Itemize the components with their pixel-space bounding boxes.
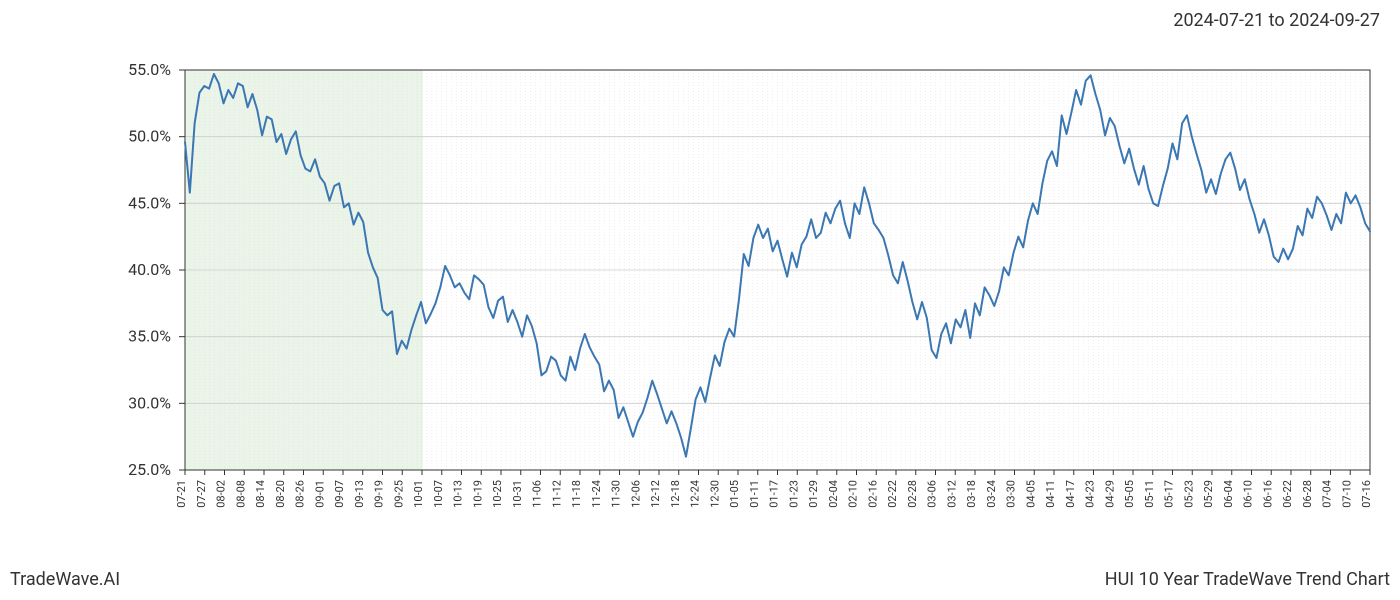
- x-tick-label: 03-30: [1005, 480, 1018, 508]
- x-tick-label: 03-12: [945, 480, 958, 508]
- x-tick-label: 06-04: [1222, 480, 1235, 508]
- brand-label: TradeWave.AI: [10, 569, 120, 590]
- y-tick-label: 25.0%: [128, 460, 171, 479]
- x-tick-label: 02-16: [866, 480, 879, 508]
- x-tick-label: 02-22: [886, 480, 899, 508]
- x-tick-label: 01-23: [787, 480, 800, 508]
- x-tick-label: 08-02: [215, 480, 228, 508]
- x-tick-label: 09-07: [333, 480, 346, 508]
- x-tick-label: 10-25: [491, 480, 504, 508]
- x-tick-label: 08-08: [234, 480, 247, 508]
- x-tick-label: 07-10: [1340, 480, 1353, 508]
- x-tick-label: 04-05: [1024, 480, 1037, 508]
- x-tick-label: 04-11: [1044, 480, 1057, 508]
- x-tick-label: 11-18: [570, 480, 583, 508]
- x-tick-label: 06-28: [1301, 480, 1314, 508]
- x-tick-label: 08-20: [274, 480, 287, 508]
- x-tick-label: 01-05: [728, 480, 741, 508]
- x-tick-label: 08-26: [294, 480, 307, 508]
- x-tick-label: 04-17: [1064, 480, 1077, 508]
- x-tick-label: 11-06: [531, 480, 544, 508]
- x-tick-label: 01-17: [768, 480, 781, 508]
- y-tick-label: 40.0%: [128, 260, 171, 279]
- x-tick-label: 10-31: [511, 480, 524, 508]
- x-tick-label: 09-25: [392, 480, 405, 508]
- x-tick-label: 06-16: [1261, 480, 1274, 508]
- x-tick-label: 10-01: [412, 480, 425, 508]
- x-tick-label: 07-16: [1360, 480, 1373, 508]
- x-tick-label: 01-11: [748, 480, 761, 508]
- x-tick-label: 09-13: [353, 480, 366, 508]
- x-tick-label: 03-24: [985, 480, 998, 508]
- trend-chart: 25.0% 30.0% 35.0% 40.0% 45.0% 50.0% 55.0% 07-21…: [0, 45, 1400, 555]
- x-tick-label: 11-24: [590, 480, 603, 508]
- y-tick-label: 35.0%: [128, 327, 171, 346]
- x-tick-label: 02-28: [906, 480, 919, 508]
- x-tick-label: 05-29: [1202, 480, 1215, 508]
- x-tick-label: 10-13: [452, 480, 465, 508]
- x-tick-label: 05-11: [1143, 480, 1156, 508]
- y-tick-label: 55.0%: [128, 60, 171, 79]
- x-tick-label: 07-04: [1321, 480, 1334, 508]
- x-tick-label: 02-04: [827, 480, 840, 508]
- x-tick-label: 07-27: [195, 480, 208, 508]
- x-tick-label: 08-14: [254, 480, 267, 508]
- date-range-label: 2024-07-21 to 2024-09-27: [1173, 10, 1380, 31]
- x-tick-label: 01-29: [807, 480, 820, 508]
- x-tick-label: 11-12: [550, 480, 563, 508]
- x-tick-label: 07-21: [175, 480, 188, 508]
- x-tick-label: 09-19: [373, 480, 386, 508]
- x-tick-label: 05-05: [1123, 480, 1136, 508]
- chart-svg: 25.0% 30.0% 35.0% 40.0% 45.0% 50.0% 55.0% 07-21…: [0, 45, 1400, 555]
- y-tick-label: 50.0%: [128, 127, 171, 146]
- x-tick-label: 03-06: [926, 480, 939, 508]
- x-tick-label: 02-10: [847, 480, 860, 508]
- x-tick-label: 06-22: [1281, 480, 1294, 508]
- x-tick-label: 12-30: [708, 480, 721, 508]
- x-tick-label: 12-24: [689, 480, 702, 508]
- x-tick-label: 05-17: [1163, 480, 1176, 508]
- x-tick-label: 12-06: [629, 480, 642, 508]
- x-tick-label: 09-01: [313, 480, 326, 508]
- x-tick-label: 06-10: [1242, 480, 1255, 508]
- y-tick-label: 45.0%: [128, 193, 171, 212]
- chart-title: HUI 10 Year TradeWave Trend Chart: [1105, 569, 1390, 590]
- x-tick-label: 12-12: [649, 480, 662, 508]
- x-tick-label: 12-18: [669, 480, 682, 508]
- x-tick-label: 10-19: [471, 480, 484, 508]
- x-tick-label: 04-29: [1103, 480, 1116, 508]
- y-tick-label: 30.0%: [128, 393, 171, 412]
- x-tick-label: 04-23: [1084, 480, 1097, 508]
- x-tick-label: 10-07: [432, 480, 445, 508]
- x-tick-label: 05-23: [1182, 480, 1195, 508]
- x-tick-label: 03-18: [965, 480, 978, 508]
- x-tick-label: 11-30: [610, 480, 623, 508]
